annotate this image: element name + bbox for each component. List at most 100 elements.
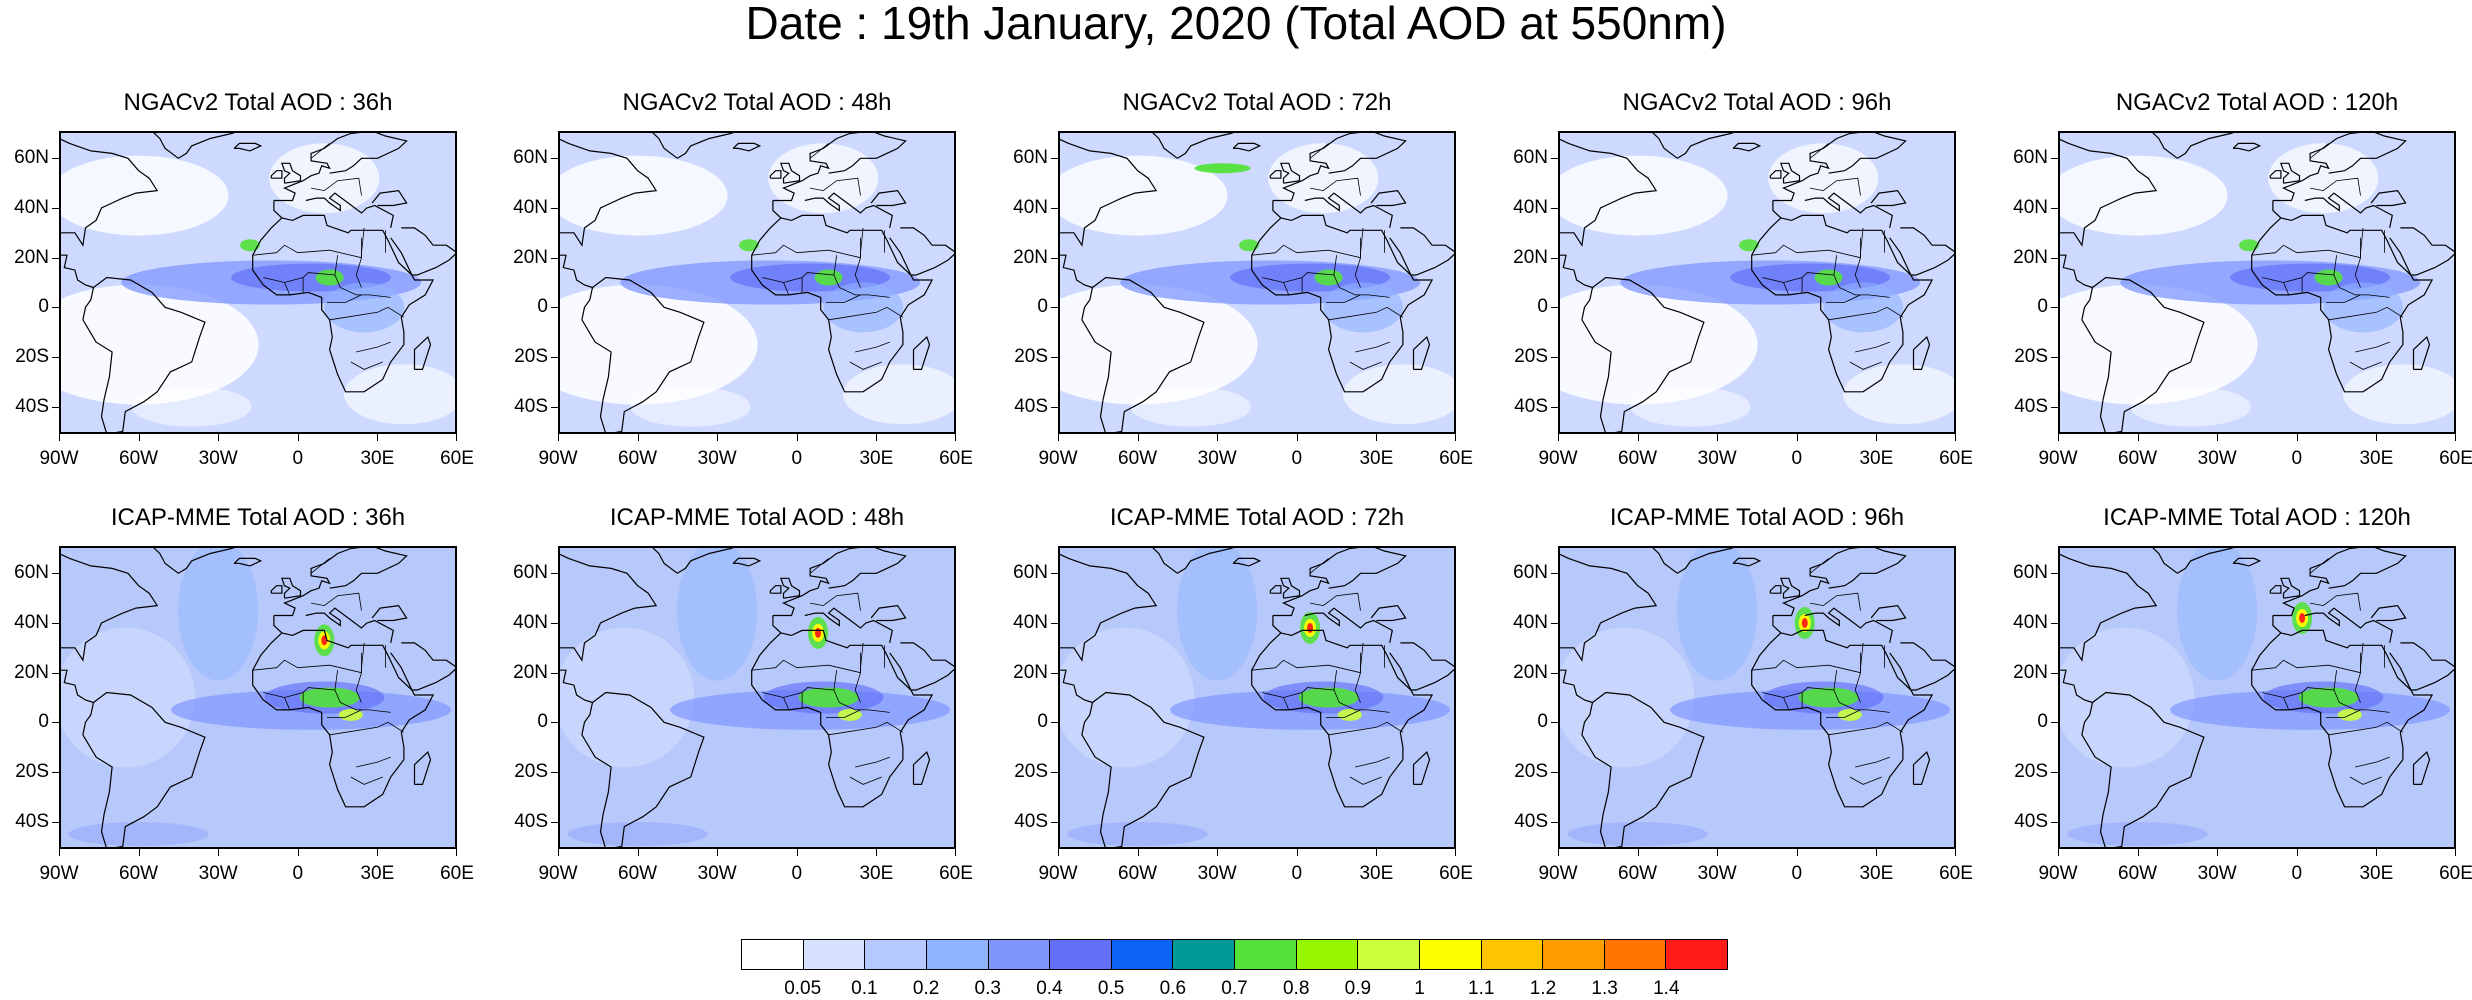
aod-field-map [61, 133, 455, 432]
lon-tick [59, 849, 60, 856]
lat-tick [2051, 622, 2058, 624]
lat-tick-label: 40N [1013, 196, 1048, 218]
lat-tick [551, 573, 558, 575]
aod-field-map [560, 133, 954, 432]
lon-tick-label: 30E [2359, 863, 2394, 884]
lat-tick-label: 60N [2013, 147, 2048, 169]
colorbar-swatch [1111, 940, 1174, 969]
lon-tick [377, 849, 379, 856]
lon-tick-label: 30W [697, 448, 737, 469]
aod-field-map [2060, 133, 2454, 432]
lon-tick [456, 434, 457, 441]
aod-field-map [1560, 548, 1954, 847]
lon-tick [1058, 434, 1059, 441]
lon-tick-label: 30E [360, 448, 395, 469]
lat-tick-label: 60N [14, 147, 49, 169]
lon-tick-label: 90W [1538, 448, 1578, 469]
lat-tick-label: 20S [2014, 346, 2048, 367]
map-panel: NGACv2 Total AOD : 72h 60N 40N 20N 0 20S 40S 90… [1013, 89, 1473, 469]
colorbar-label: 0.3 [974, 978, 1001, 999]
lat-tick-label: 40N [1513, 611, 1548, 633]
panel-title: NGACv2 Total AOD : 96h [1622, 89, 1892, 116]
lat-tick [1051, 357, 1058, 358]
lat-tick-label: 0 [2037, 296, 2048, 318]
panel-title: ICAP-MME Total AOD : 96h [1609, 504, 1905, 531]
lon-tick-label: 90W [1538, 863, 1578, 884]
lon-tick [637, 849, 639, 856]
lon-tick-label: 90W [538, 863, 578, 884]
lon-tick-label: 30W [1697, 863, 1737, 884]
lon-tick-label: 60W [119, 863, 159, 884]
lat-tick [2051, 821, 2058, 823]
lon-tick [1637, 849, 1639, 856]
lat-tick-label: 20N [1013, 661, 1048, 683]
lon-tick [1955, 849, 1956, 856]
lat-tick [1551, 573, 1558, 575]
lon-tick [1137, 849, 1139, 856]
aod-field-map [61, 548, 455, 847]
lat-tick-label: 40N [1513, 196, 1548, 218]
lon-tick-label: 60W [2118, 863, 2158, 884]
aod-field-map [2060, 548, 2454, 847]
lon-tick [558, 434, 559, 441]
colorbar-swatch [742, 940, 804, 969]
lat-tick [1051, 158, 1058, 160]
lat-tick-label: 20S [1014, 761, 1048, 782]
lon-tick [796, 434, 798, 441]
lon-tick [558, 849, 559, 856]
colorbar-swatch [865, 940, 927, 969]
lon-tick-label: 60W [119, 448, 159, 469]
lat-tick [1551, 722, 1558, 724]
lat-tick-label: 20S [1514, 761, 1548, 782]
lat-tick [1551, 207, 1558, 209]
lon-tick [2296, 434, 2298, 441]
lon-tick-label: 30W [198, 863, 238, 884]
lat-tick-label: 0 [1537, 296, 1548, 318]
lon-tick-label: 0 [1291, 448, 1303, 469]
lat-tick-label: 60N [513, 562, 548, 584]
map-panel: NGACv2 Total AOD : 96h 60N 40N 20N 0 20S 40S 90… [1513, 89, 1973, 469]
lon-tick-label: 90W [39, 863, 79, 884]
colorbar-swatch [1543, 940, 1605, 969]
lat-tick [551, 257, 558, 259]
panel-title: ICAP-MME Total AOD : 36h [110, 504, 406, 531]
colorbar-swatch [1604, 940, 1667, 969]
lon-tick-label: 30W [1197, 863, 1237, 884]
lat-tick [2051, 573, 2058, 575]
lat-tick [551, 307, 558, 309]
colorbar-swatch [926, 940, 989, 969]
lon-tick [637, 434, 639, 441]
lon-tick [1217, 434, 1219, 441]
map-plot [59, 131, 457, 434]
colorbar-swatch [1173, 940, 1235, 969]
lon-tick-label: 0 [2291, 448, 2303, 469]
colorbar-swatch [1666, 940, 1727, 969]
lat-tick [1051, 821, 1058, 823]
lon-tick-label: 60W [1118, 448, 1158, 469]
lon-tick-label: 30W [2197, 863, 2237, 884]
lon-tick [2296, 849, 2298, 856]
lat-tick [2051, 722, 2058, 724]
lat-tick [1051, 207, 1058, 209]
colorbar-swatch [1358, 940, 1420, 969]
lat-tick-label: 40S [1014, 810, 1048, 832]
lat-tick-label: 20N [1513, 661, 1548, 683]
lat-tick [1051, 622, 1058, 624]
lon-tick [796, 849, 798, 856]
lat-tick-label: 40N [2013, 611, 2048, 633]
colorbar-swatch [803, 940, 866, 969]
lon-tick-label: 60E [1939, 448, 1973, 469]
lon-tick-label: 0 [292, 448, 304, 469]
colorbar-label: 0.8 [1282, 978, 1310, 999]
lat-tick-label: 40S [1514, 810, 1548, 832]
lon-tick [2376, 434, 2378, 441]
lon-tick [297, 849, 299, 856]
colorbar-swatch [1419, 940, 1482, 969]
map-plot [1058, 546, 1456, 849]
colorbar-label: 0.4 [1036, 978, 1063, 999]
lat-tick [2051, 158, 2058, 160]
lat-tick [1051, 307, 1058, 309]
lon-tick-label: 90W [538, 448, 578, 469]
lon-tick-label: 30W [1197, 448, 1237, 469]
lon-tick-label: 0 [292, 863, 304, 884]
